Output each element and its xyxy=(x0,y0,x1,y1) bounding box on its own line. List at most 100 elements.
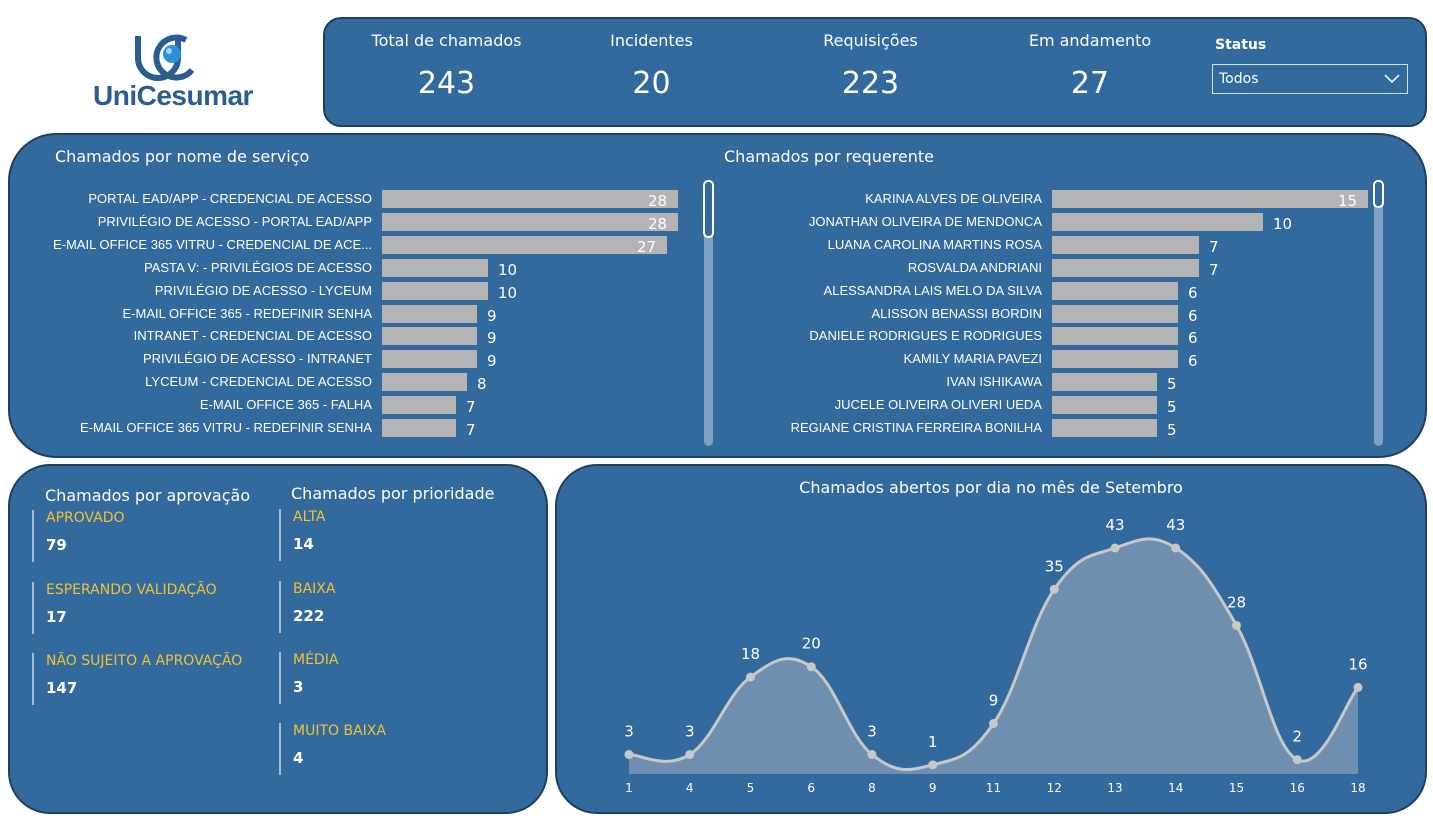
data-label: 2 xyxy=(1292,728,1302,746)
card-label: MÉDIA xyxy=(293,652,339,668)
bar-row[interactable]: PORTAL EAD/APP - CREDENCIAL DE ACESSO 28 xyxy=(14,190,718,210)
kpi-value: 27 xyxy=(1070,66,1110,101)
bar-label: KARINA ALVES DE OLIVEIRA xyxy=(865,191,1042,206)
bar-row[interactable]: ALISSON BENASSI BORDIN 6 xyxy=(712,304,1408,325)
data-label: 43 xyxy=(1105,516,1124,534)
bar[interactable] xyxy=(1052,419,1157,437)
card-value: 4 xyxy=(293,749,304,767)
data-label: 1 xyxy=(928,733,938,751)
bar-label: E-MAIL OFFICE 365 - REDEFINIR SENHA xyxy=(122,305,372,321)
bar-value-label: 6 xyxy=(1188,306,1198,325)
bar-value-label: 6 xyxy=(1188,352,1198,371)
bar-row[interactable]: ALESSANDRA LAIS MELO DA SILVA 6 xyxy=(712,281,1408,302)
data-label: 16 xyxy=(1348,655,1367,673)
bar-row[interactable]: INTRANET - CREDENCIAL DE ACESSO 9 xyxy=(14,327,718,347)
chevron-down-icon xyxy=(1384,74,1400,84)
bar-row[interactable]: JONATHAN OLIVEIRA DE MENDONCA 10 xyxy=(712,212,1408,233)
bar-row[interactable]: REGIANE CRISTINA FERREIRA BONILHA 5 xyxy=(712,419,1408,439)
scrollbar-thumb[interactable] xyxy=(1373,180,1384,208)
bar-row[interactable]: DANIELE RODRIGUES E RODRIGUES 6 xyxy=(712,327,1408,347)
data-point[interactable] xyxy=(624,750,634,760)
requester-chart-scrollbar[interactable] xyxy=(1373,180,1384,446)
kpi-label: Em andamento xyxy=(1028,31,1152,50)
data-label: 3 xyxy=(867,723,877,741)
bar-row[interactable]: E-MAIL OFFICE 365 VITRU - REDEFINIR SENH… xyxy=(14,419,718,439)
data-point[interactable] xyxy=(1353,682,1363,692)
bar[interactable] xyxy=(1052,350,1178,369)
bar-row[interactable]: KARINA ALVES DE OLIVEIRA 15 xyxy=(712,190,1408,210)
data-point[interactable] xyxy=(1292,755,1302,765)
unicesumar-logo-icon xyxy=(135,34,195,81)
bar-row[interactable]: PASTA V: - PRIVILÉGIOS DE ACESSO 10 xyxy=(14,258,718,279)
bar[interactable] xyxy=(1052,235,1199,254)
data-point[interactable] xyxy=(867,750,877,760)
bar-row[interactable]: LYCEUM - CREDENCIAL DE ACESSO 8 xyxy=(14,373,718,393)
bar-row[interactable]: KAMILY MARIA PAVEZI 6 xyxy=(712,350,1408,370)
bar[interactable] xyxy=(382,281,488,300)
bar[interactable] xyxy=(382,327,477,346)
bar-row[interactable]: PRIVILÉGIO DE ACESSO - PORTAL EAD/APP 28 xyxy=(14,212,718,233)
bar[interactable] xyxy=(382,396,456,415)
card-value: 222 xyxy=(293,607,325,625)
data-point[interactable] xyxy=(1110,543,1120,553)
bar-label: PRIVILÉGIO DE ACESSO - INTRANET xyxy=(143,351,372,367)
bar[interactable] xyxy=(1052,190,1368,208)
bar[interactable] xyxy=(382,373,467,392)
bar-label: PRIVILÉGIO DE ACESSO - PORTAL EAD/APP xyxy=(97,213,372,229)
data-point[interactable] xyxy=(928,760,938,770)
data-label: 28 xyxy=(1227,593,1246,611)
bar-row[interactable]: LUANA CAROLINA MARTINS ROSA 7 xyxy=(712,235,1408,256)
data-point[interactable] xyxy=(806,662,816,672)
status-dropdown[interactable]: Todos xyxy=(1212,64,1408,94)
service-chart-scrollbar[interactable] xyxy=(703,180,714,446)
status-dropdown-value: Todos xyxy=(1219,71,1259,87)
bar-value-label: 10 xyxy=(1273,214,1293,233)
data-point[interactable] xyxy=(1232,620,1241,630)
bar-row[interactable]: JUCELE OLIVEIRA OLIVERI UEDA 5 xyxy=(712,396,1408,416)
bar-label: ROSVALDA ANDRIANI xyxy=(907,259,1042,275)
bar[interactable] xyxy=(382,350,477,369)
bar[interactable] xyxy=(1052,212,1263,231)
kpi-value: 223 xyxy=(841,66,900,101)
bar[interactable] xyxy=(1052,396,1157,415)
card-value: 17 xyxy=(46,608,67,626)
bar-label: PASTA V: - PRIVILÉGIOS DE ACESSO xyxy=(143,259,372,275)
bar[interactable] xyxy=(382,258,488,277)
bar-row[interactable]: E-MAIL OFFICE 365 - FALHA 7 xyxy=(14,396,718,416)
bar-row[interactable]: PRIVILÉGIO DE ACESSO - INTRANET 9 xyxy=(14,350,718,370)
bar-value-label: 15 xyxy=(1338,192,1358,210)
bar[interactable] xyxy=(382,235,667,254)
bar[interactable] xyxy=(1052,258,1199,277)
bar-value-label: 5 xyxy=(1167,375,1177,394)
data-point[interactable] xyxy=(1171,543,1181,553)
x-tick-label: 5 xyxy=(747,781,755,795)
data-point[interactable] xyxy=(1049,584,1059,594)
data-point[interactable] xyxy=(746,672,755,682)
kpi-label: Total de chamados xyxy=(371,31,522,50)
bar[interactable] xyxy=(1052,327,1178,346)
bar-label: E-MAIL OFFICE 365 VITRU - CREDENCIAL DE … xyxy=(52,236,372,252)
bar-value-label: 10 xyxy=(498,283,518,302)
data-point[interactable] xyxy=(989,719,998,729)
bar-row[interactable]: ROSVALDA ANDRIANI 7 xyxy=(712,258,1408,279)
bar-value-label: 10 xyxy=(498,260,518,279)
kpi-em-andamento: Em andamento 27 xyxy=(1015,31,1165,101)
bar[interactable] xyxy=(1052,281,1178,300)
bar[interactable] xyxy=(1052,373,1157,392)
x-tick-label: 11 xyxy=(986,781,1001,795)
scrollbar-thumb[interactable] xyxy=(703,180,714,238)
bar[interactable] xyxy=(1052,304,1178,323)
bar-row[interactable]: PRIVILÉGIO DE ACESSO - LYCEUM 10 xyxy=(14,281,718,302)
card-value: 14 xyxy=(293,535,314,553)
x-tick-label: 8 xyxy=(868,781,876,795)
data-label: 3 xyxy=(624,723,634,741)
bar-value-label: 7 xyxy=(1209,237,1219,256)
bar-row[interactable]: E-MAIL OFFICE 365 VITRU - CREDENCIAL DE … xyxy=(14,235,718,256)
bar[interactable] xyxy=(382,304,477,323)
bar[interactable] xyxy=(382,419,456,437)
bar-row[interactable]: IVAN ISHIKAWA 5 xyxy=(712,373,1408,393)
data-point[interactable] xyxy=(685,750,695,760)
bar[interactable] xyxy=(382,212,678,231)
bar-row[interactable]: E-MAIL OFFICE 365 - REDEFINIR SENHA 9 xyxy=(14,304,718,325)
bar[interactable] xyxy=(382,190,678,208)
